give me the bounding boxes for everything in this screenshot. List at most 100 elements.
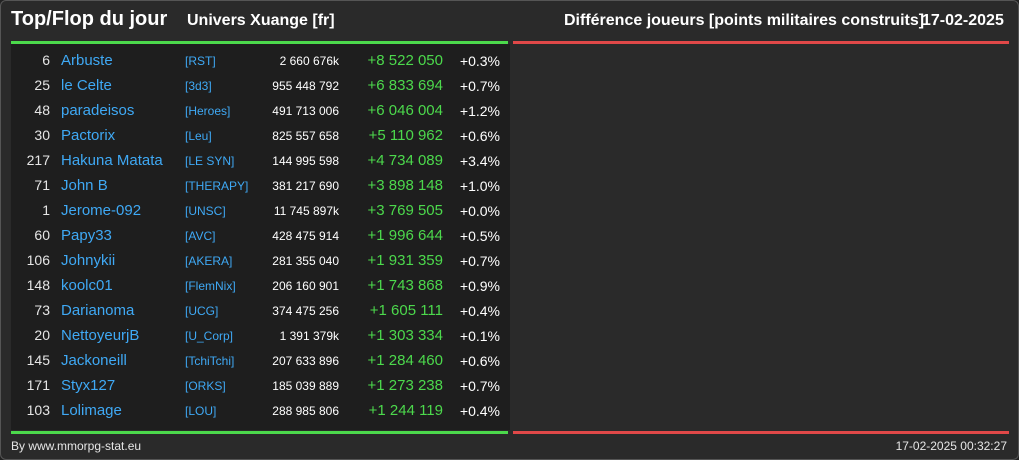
player-name-link[interactable]: Papy33	[61, 227, 112, 244]
points-delta: +1 931 359	[367, 252, 444, 269]
table-row: 6 Arbuste [RST] 2 660 676k +8 522 050 +0.3%	[11, 48, 510, 73]
points-delta: +1 284 460	[367, 352, 444, 369]
player-name-link[interactable]: John B	[61, 177, 108, 194]
percent-change: +0.6%	[459, 128, 500, 144]
percent-change: +0.5%	[459, 228, 500, 244]
player-points: 491 713 006	[272, 104, 339, 118]
player-rank: 171	[26, 377, 50, 393]
points-delta: +5 110 962	[368, 127, 443, 144]
table-row: 73 Darianoma [UCG] 374 475 256 +1 605 111 +0.…	[11, 298, 510, 323]
percent-change: +0.4%	[459, 403, 500, 419]
table-row: 148 koolc01 [FlemNix] 206 160 901 +1 743 868…	[11, 273, 510, 298]
player-rank: 217	[26, 152, 50, 168]
player-points: 374 475 256	[272, 304, 339, 318]
percent-change: +3.4%	[459, 153, 500, 169]
points-delta: +3 769 505	[367, 202, 444, 219]
player-name-link[interactable]: Jerome-092	[61, 202, 142, 219]
player-rank: 20	[34, 327, 50, 343]
player-name-link[interactable]: paradeisos	[61, 102, 135, 119]
alliance-tag-link[interactable]: [U_Corp]	[185, 329, 234, 343]
alliance-tag-link[interactable]: [AVC]	[185, 229, 216, 243]
alliance-tag-link[interactable]: [Leu]	[185, 129, 212, 143]
player-name-link[interactable]: Styx127	[61, 377, 116, 394]
player-rank: 48	[34, 102, 50, 118]
table-row: 145 Jackoneill [TchiTchi] 207 633 896 +1 284…	[11, 348, 510, 373]
player-points: 11 745 897k	[273, 204, 339, 218]
player-rank: 103	[26, 402, 50, 418]
alliance-tag-link[interactable]: [TchiTchi]	[185, 354, 235, 368]
player-name-link[interactable]: Jackoneill	[61, 352, 127, 369]
percent-change: +0.1%	[459, 328, 500, 344]
points-delta: +6 833 694	[367, 77, 444, 94]
player-points: 825 557 658	[272, 129, 339, 143]
player-points: 428 475 914	[272, 229, 339, 243]
alliance-tag-link[interactable]: [RST]	[185, 54, 216, 68]
percent-change: +0.7%	[459, 253, 500, 269]
table-row: 1 Jerome-092 [UNSC] 11 745 897k +3 769 505 +0…	[11, 198, 510, 223]
player-rank: 30	[34, 127, 50, 143]
player-rank: 25	[34, 77, 50, 93]
points-delta: +1 244 119	[368, 402, 443, 419]
player-rank: 6	[42, 52, 50, 68]
points-delta: +1 303 334	[367, 327, 444, 344]
player-points: 207 633 896	[272, 354, 339, 368]
player-name-link[interactable]: Johnykii	[61, 252, 116, 269]
alliance-tag-link[interactable]: [ORKS]	[185, 379, 226, 393]
player-points: 281 355 040	[272, 254, 339, 268]
table-row: 25 le Celte [3d3] 955 448 792 +6 833 694 +0.7…	[11, 73, 510, 98]
points-delta: +8 522 050	[367, 52, 444, 69]
bottom-loss-divider	[513, 431, 1009, 434]
points-delta: +1 743 868	[367, 277, 444, 294]
player-name-link[interactable]: koolc01	[61, 277, 113, 294]
player-name-link[interactable]: Arbuste	[61, 52, 113, 69]
player-name-link[interactable]: Pactorix	[61, 127, 116, 144]
top-loss-divider	[513, 41, 1009, 44]
player-rank: 1	[42, 202, 50, 218]
percent-change: +0.0%	[459, 203, 500, 219]
points-delta: +1 996 644	[367, 227, 444, 244]
table-row: 60 Papy33 [AVC] 428 475 914 +1 996 644 +0.5%	[11, 223, 510, 248]
table-row: 103 Lolimage [LOU] 288 985 806 +1 244 119 +0.…	[11, 398, 510, 423]
points-delta: +6 046 004	[367, 102, 444, 119]
player-points: 381 217 690	[272, 179, 339, 193]
player-name-link[interactable]: Lolimage	[61, 402, 122, 419]
footer-timestamp: 17-02-2025 00:32:27	[895, 439, 1007, 453]
player-rank: 71	[34, 177, 50, 193]
player-name-link[interactable]: NettoyeurjB	[61, 327, 140, 344]
percent-change: +0.3%	[459, 53, 500, 69]
percent-change: +1.2%	[459, 103, 500, 119]
alliance-tag-link[interactable]: [LE SYN]	[185, 154, 235, 168]
alliance-tag-link[interactable]: [UNSC]	[185, 204, 226, 218]
top-gain-divider	[11, 41, 508, 44]
points-delta: +1 273 238	[367, 377, 444, 394]
table-row: 20 NettoyeurjB [U_Corp] 1 391 379k +1 303 33…	[11, 323, 510, 348]
points-delta: +1 605 111	[369, 302, 443, 319]
player-points: 206 160 901	[272, 279, 339, 293]
player-name-link[interactable]: Darianoma	[61, 302, 135, 319]
percent-change: +0.7%	[459, 378, 500, 394]
universe-label: Univers Xuange [fr]	[187, 12, 335, 29]
table-row: 30 Pactorix [Leu] 825 557 658 +5 110 962 +0.6…	[11, 123, 510, 148]
alliance-tag-link[interactable]: [LOU]	[185, 404, 217, 418]
player-name-link[interactable]: le Celte	[61, 77, 112, 94]
alliance-tag-link[interactable]: [FlemNix]	[185, 279, 236, 293]
alliance-tag-link[interactable]: [UCG]	[185, 304, 219, 318]
alliance-tag-link[interactable]: [THERAPY]	[185, 179, 249, 193]
percent-change: +0.9%	[459, 278, 500, 294]
player-points: 288 985 806	[272, 404, 339, 418]
widget-title: Top/Flop du jour	[11, 8, 168, 30]
alliance-tag-link[interactable]: [Heroes]	[185, 104, 231, 118]
percent-change: +0.6%	[459, 353, 500, 369]
credit-link[interactable]: By www.mmorpg-stat.eu	[11, 439, 142, 453]
table-row: 217 Hakuna Matata [LE SYN] 144 995 598 +4 73…	[11, 148, 510, 173]
top-gainers-panel: 6 Arbuste [RST] 2 660 676k +8 522 050 +0.3% 25…	[11, 44, 510, 430]
player-name-link[interactable]: Hakuna Matata	[61, 152, 163, 169]
player-rank: 73	[34, 302, 50, 318]
table-row: 71 John B [THERAPY] 381 217 690 +3 898 148 +1…	[11, 173, 510, 198]
points-delta: +3 898 148	[367, 177, 444, 194]
alliance-tag-link[interactable]: [AKERA]	[185, 254, 233, 268]
table-row: 171 Styx127 [ORKS] 185 039 889 +1 273 238 +0.…	[11, 373, 510, 398]
player-rank: 148	[26, 277, 50, 293]
alliance-tag-link[interactable]: [3d3]	[185, 79, 212, 93]
